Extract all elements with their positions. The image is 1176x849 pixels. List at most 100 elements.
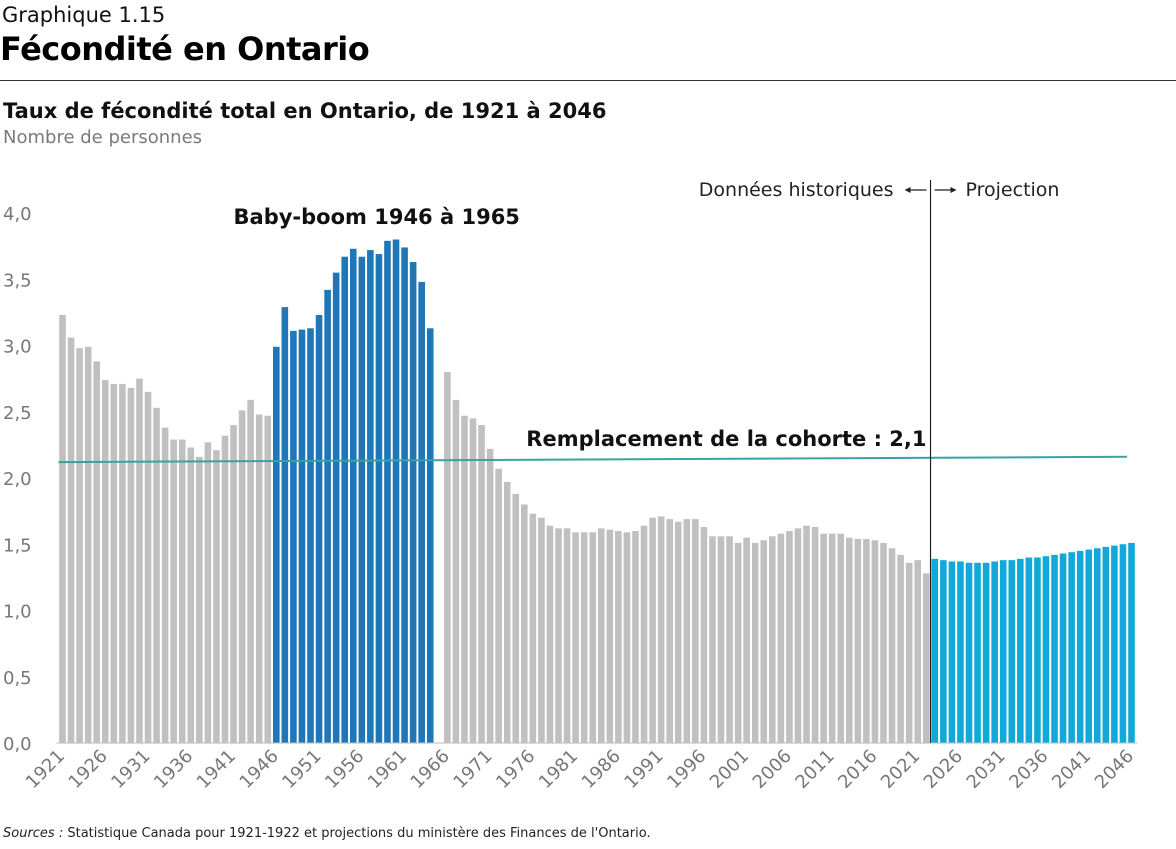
- bar-1960: [392, 239, 400, 743]
- bar-2040: [1076, 550, 1084, 744]
- bar-1979: [555, 528, 562, 743]
- sources-text: Statistique Canada pour 1921-1922 et pro…: [63, 826, 651, 841]
- x-tick-label: 1996: [663, 746, 710, 793]
- bar-1934: [170, 439, 177, 743]
- bar-1946: [273, 346, 280, 743]
- y-tick-label: 4,0: [3, 204, 32, 225]
- bar-1954: [341, 256, 349, 743]
- figure-number: Graphique 1.15: [2, 3, 166, 27]
- bar-2024: [940, 560, 947, 743]
- y-tick-label: 2,5: [3, 403, 32, 424]
- x-axis-ticks: 1921192619311936194119461951195619611966…: [22, 746, 1138, 793]
- bar-1936: [187, 447, 195, 743]
- x-tick-label: 1946: [236, 746, 283, 793]
- bar-1968: [461, 415, 468, 743]
- bar-1935: [178, 439, 186, 743]
- bar-2033: [1017, 558, 1024, 743]
- bar-1947: [281, 307, 289, 743]
- bar-2017: [880, 542, 887, 743]
- bar-1927: [110, 383, 118, 743]
- chart-title: Taux de fécondité total en Ontario, de 1…: [3, 99, 607, 123]
- baby-boom-label: Baby-boom 1946 à 1965: [234, 205, 520, 229]
- bar-1972: [495, 468, 502, 743]
- bar-2036: [1042, 556, 1050, 743]
- bar-2009: [811, 527, 819, 743]
- bar-2018: [888, 548, 896, 743]
- bar-1925: [93, 361, 101, 743]
- bar-1941: [230, 425, 237, 743]
- bar-1928: [119, 383, 126, 743]
- x-tick-label: 2041: [1048, 746, 1095, 793]
- bar-2001: [743, 537, 750, 744]
- bar-1993: [674, 521, 682, 743]
- bar-1955: [349, 248, 357, 743]
- bar-2045: [1119, 544, 1127, 743]
- bar-1977: [538, 517, 545, 743]
- bar-1974: [512, 493, 520, 743]
- bar-1944: [255, 414, 263, 743]
- bar-1978: [546, 525, 554, 743]
- bar-1988: [632, 531, 639, 743]
- bar-1922: [67, 337, 75, 743]
- bar-1989: [640, 525, 648, 743]
- bar-2013: [845, 537, 853, 744]
- bar-2025: [948, 561, 956, 743]
- projection-label: Projection: [966, 179, 1060, 201]
- bar-2029: [982, 562, 990, 743]
- bar-2000: [734, 542, 742, 743]
- bar-1938: [204, 442, 212, 743]
- bar-2023: [931, 558, 939, 743]
- sources-note: Sources : Statistique Canada pour 1921-1…: [3, 826, 651, 841]
- x-tick-label: 1941: [193, 746, 240, 793]
- bar-2027: [965, 562, 973, 743]
- bar-1953: [332, 272, 340, 744]
- bar-1980: [563, 528, 571, 743]
- historical-data-label: Données historiques: [699, 179, 894, 201]
- bar-2008: [803, 525, 810, 743]
- x-tick-label: 1936: [150, 746, 197, 793]
- x-tick-label: 1926: [65, 746, 112, 793]
- bar-1991: [657, 516, 665, 743]
- x-tick-label: 2021: [877, 746, 924, 793]
- bar-2044: [1111, 545, 1118, 743]
- x-tick-label: 1961: [364, 746, 411, 793]
- bar-1987: [623, 532, 631, 743]
- bar-1937: [196, 456, 203, 743]
- replacement-label: Remplacement de la cohorte : 2,1: [526, 427, 926, 451]
- header-divider: [0, 80, 1176, 81]
- bar-1984: [597, 528, 605, 743]
- y-tick-label: 1,5: [3, 535, 32, 556]
- bar-2010: [820, 533, 827, 743]
- bar-1966: [444, 372, 451, 743]
- bar-2031: [999, 560, 1007, 743]
- x-tick-label: 1971: [449, 746, 496, 793]
- x-tick-label: 2001: [706, 746, 753, 793]
- bar-1973: [503, 481, 511, 743]
- y-tick-label: 1,0: [3, 602, 32, 623]
- bar-2016: [871, 540, 879, 743]
- y-tick-label: 0,0: [3, 734, 32, 755]
- bar-1996: [700, 527, 708, 743]
- bar-2035: [1034, 557, 1041, 743]
- bar-2002: [751, 542, 759, 743]
- bar-1997: [709, 536, 716, 743]
- bar-1933: [161, 427, 169, 743]
- bar-2011: [828, 533, 836, 743]
- bar-2037: [1051, 554, 1058, 743]
- bar-2042: [1093, 548, 1101, 743]
- bar-1923: [76, 348, 83, 743]
- bar-1948: [290, 330, 297, 743]
- x-tick-label: 1981: [535, 746, 582, 793]
- replacement-line: [58, 455, 1127, 464]
- x-tick-label: 1966: [407, 746, 454, 793]
- bar-1950: [307, 328, 314, 743]
- bar-2019: [897, 554, 904, 743]
- bar-1995: [692, 519, 699, 743]
- bar-1971: [486, 448, 494, 743]
- x-tick-label: 1951: [278, 746, 325, 793]
- bar-2041: [1085, 549, 1093, 743]
- bar-1945: [264, 415, 272, 743]
- bar-1990: [649, 517, 656, 743]
- bar-group: [59, 239, 1135, 744]
- bar-2026: [957, 561, 964, 743]
